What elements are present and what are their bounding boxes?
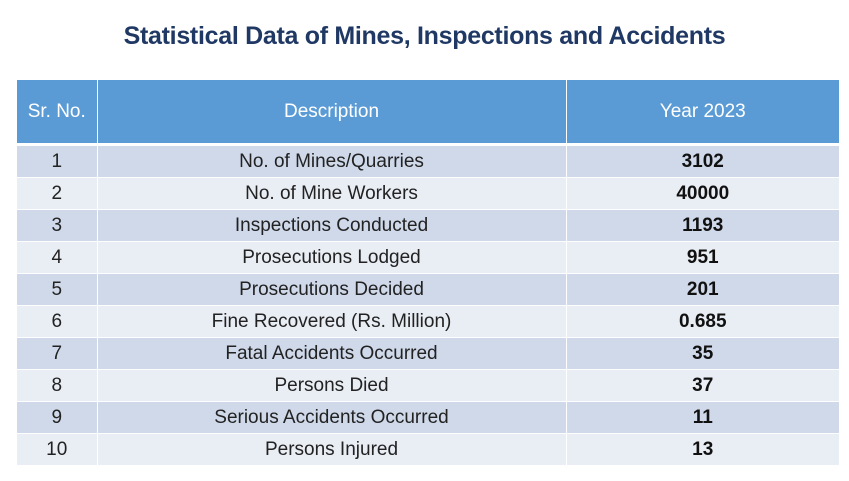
value-cell: 37	[566, 369, 839, 402]
value-cell: 201	[566, 273, 839, 306]
value-cell: 35	[566, 337, 839, 370]
value-cell: 1193	[566, 209, 839, 242]
page-title: Statistical Data of Mines, Inspections a…	[123, 22, 726, 50]
table-body: 1 No. of Mines/Quarries 3102 2 No. of Mine W…	[17, 144, 839, 466]
description-cell: Serious Accidents Occurred	[97, 401, 567, 434]
value-cell: 13	[566, 433, 839, 466]
sr-no-cell: 9	[17, 401, 98, 434]
table-header-row: Sr. No. Description Year 2023	[17, 80, 839, 146]
table-row: 4 Prosecutions Lodged 951	[17, 241, 839, 274]
value-cell: 0.685	[566, 305, 839, 338]
sr-no-cell: 8	[17, 369, 98, 402]
description-cell: Fine Recovered (Rs. Million)	[97, 305, 567, 338]
table-row: 8 Persons Died 37	[17, 369, 839, 402]
table-row: 10 Persons Injured 13	[17, 433, 839, 466]
sr-no-cell: 3	[17, 209, 98, 242]
description-cell: No. of Mines/Quarries	[97, 144, 567, 178]
sr-no-cell: 5	[17, 273, 98, 306]
table-row: 3 Inspections Conducted 1193	[17, 209, 839, 242]
value-cell: 40000	[566, 177, 839, 210]
value-cell: 11	[566, 401, 839, 434]
table-row: 1 No. of Mines/Quarries 3102	[17, 144, 839, 178]
table-row: 2 No. of Mine Workers 40000	[17, 177, 839, 210]
header-description: Description	[97, 80, 567, 146]
header-year: Year 2023	[566, 80, 839, 146]
description-cell: Persons Died	[97, 369, 567, 402]
value-cell: 3102	[566, 144, 839, 178]
description-cell: Prosecutions Lodged	[97, 241, 567, 274]
description-cell: Fatal Accidents Occurred	[97, 337, 567, 370]
table-row: 7 Fatal Accidents Occurred 35	[17, 337, 839, 370]
sr-no-cell: 4	[17, 241, 98, 274]
sr-no-cell: 7	[17, 337, 98, 370]
table-row: 6 Fine Recovered (Rs. Million) 0.685	[17, 305, 839, 338]
description-cell: Inspections Conducted	[97, 209, 567, 242]
table-row: 5 Prosecutions Decided 201	[17, 273, 839, 306]
sr-no-cell: 2	[17, 177, 98, 210]
header-sr-no: Sr. No.	[17, 80, 98, 146]
sr-no-cell: 6	[17, 305, 98, 338]
description-cell: No. of Mine Workers	[97, 177, 567, 210]
sr-no-cell: 10	[17, 433, 98, 466]
table-row: 9 Serious Accidents Occurred 11	[17, 401, 839, 434]
description-cell: Persons Injured	[97, 433, 567, 466]
value-cell: 951	[566, 241, 839, 274]
description-cell: Prosecutions Decided	[97, 273, 567, 306]
sr-no-cell: 1	[17, 144, 98, 178]
statistics-table: Sr. No. Description Year 2023 1 No. of Mi…	[17, 80, 839, 466]
